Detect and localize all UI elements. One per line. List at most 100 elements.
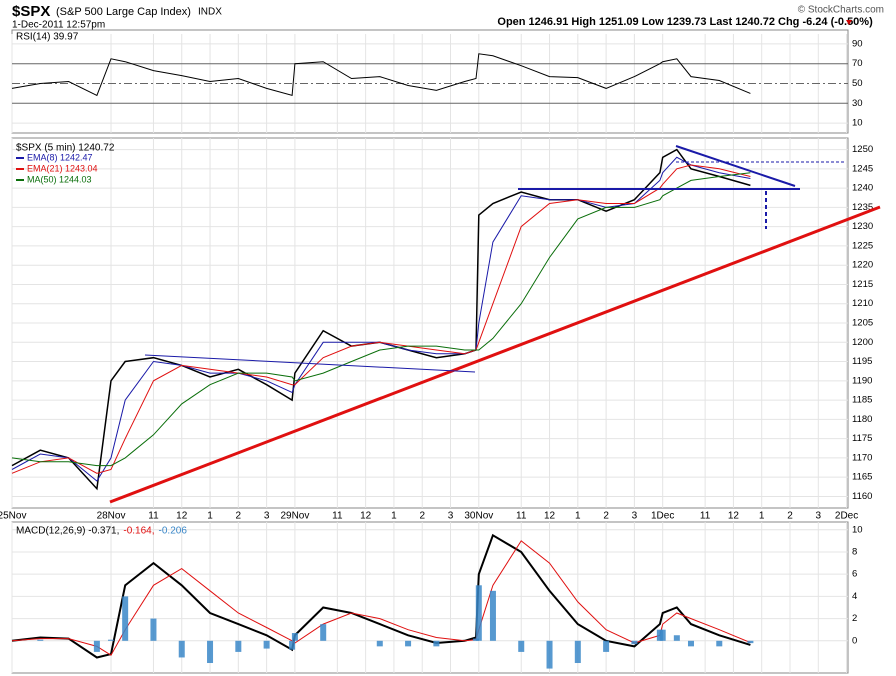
x-tick-label: 25Nov — [0, 511, 26, 522]
x-tick-label: 11 — [332, 511, 343, 522]
x-tick-label: 11 — [700, 511, 711, 522]
histogram-bar — [291, 633, 298, 641]
y-tick-label: 1175 — [852, 433, 872, 444]
x-tick-label: 3 — [632, 511, 638, 522]
x-tick-label: 1Dec — [651, 511, 674, 522]
y-tick-label: 1165 — [852, 472, 872, 483]
histogram-bar — [93, 640, 100, 652]
x-tick-label: 2 — [603, 511, 609, 522]
y-tick-label: 1245 — [852, 163, 873, 174]
legend-label: -0.164, — [123, 526, 154, 537]
histogram-bar — [207, 640, 214, 664]
histogram-bar — [747, 640, 754, 644]
x-tick-label: 11 — [148, 511, 159, 522]
histogram-bar — [518, 640, 525, 652]
x-tick-label: 3 — [816, 511, 822, 522]
histogram-bar — [687, 640, 694, 647]
macd-panel — [11, 521, 849, 674]
series-line — [11, 533, 751, 659]
legend-label: -0.206 — [159, 526, 188, 537]
x-tick-label: 3 — [448, 511, 454, 522]
rsi-legend: RSI(14) 39.97 — [16, 32, 79, 43]
histogram-bar — [376, 640, 383, 647]
histogram-bar — [489, 590, 496, 641]
y-tick-label: 50 — [852, 78, 863, 89]
resistance-line — [675, 145, 796, 187]
y-tick-label: 1220 — [852, 260, 873, 271]
y-tick-label: 1180 — [852, 414, 872, 425]
y-tick-label: 70 — [852, 58, 863, 69]
x-tick-label: 28Nov — [97, 511, 126, 522]
x-tick-label: 2 — [236, 511, 242, 522]
histogram-bar — [178, 640, 185, 658]
trend-line — [109, 205, 881, 504]
y-tick-label: 10 — [852, 118, 863, 129]
histogram-bar — [716, 640, 723, 647]
quote: Open 1246.91 High 1251.09 Low 1239.73 La… — [497, 16, 775, 28]
y-tick-label: 1205 — [852, 318, 873, 329]
histogram-bar — [289, 640, 296, 650]
x-tick-label: 30Nov — [464, 511, 493, 522]
histogram-bar — [631, 640, 638, 645]
legend-label: EMA(21) 1243.04 — [27, 163, 98, 173]
histogram-bar — [673, 635, 680, 641]
x-tick-label: 12 — [360, 511, 372, 522]
histogram-bar — [659, 629, 666, 641]
y-tick-label: 1225 — [852, 240, 873, 251]
y-tick-label: 8 — [852, 546, 857, 557]
histogram-bar — [433, 640, 440, 647]
index-name: (S&P 500 Large Cap Index) — [56, 6, 191, 18]
x-tick-label: 1 — [391, 511, 397, 522]
histogram-bar — [150, 618, 157, 641]
x-tick-label: 3 — [264, 511, 270, 522]
x-tick-label: 11 — [516, 511, 527, 522]
date: 1-Dec-2011 12:57pm — [12, 20, 105, 31]
legend-label: MA(50) 1244.03 — [27, 174, 92, 184]
y-tick-label: 1250 — [852, 144, 873, 155]
credit: © StockCharts.com — [798, 5, 884, 16]
histogram-bar — [37, 639, 44, 641]
histogram-bar — [108, 639, 115, 641]
x-tick-label: 12 — [176, 511, 188, 522]
histogram-bar — [235, 640, 242, 652]
x-tick-label: 1 — [207, 511, 213, 522]
histogram-bar — [263, 640, 270, 649]
legend-label: EMA(8) 1242.47 — [27, 152, 93, 162]
x-tick-label: 2 — [419, 511, 425, 522]
y-tick-label: 1200 — [852, 337, 873, 348]
legend-label: MACD(12,26,9) -0.371, — [16, 526, 119, 537]
histogram-bar — [405, 640, 412, 647]
y-tick-label: 1210 — [852, 298, 873, 309]
y-tick-label: 1185 — [852, 395, 872, 406]
series-line — [11, 53, 751, 97]
annotations — [109, 145, 881, 504]
series-line — [11, 172, 751, 467]
y-tick-label: 0 — [852, 635, 857, 646]
y-tick-label: 90 — [852, 38, 863, 49]
histogram-bar — [475, 585, 482, 641]
y-tick-label: 1190 — [852, 375, 872, 386]
x-tick-label: 2 — [787, 511, 793, 522]
price-legend: $SPX (5 min) 1240.72 — [16, 143, 115, 154]
x-tick-label: 1 — [575, 511, 581, 522]
x-tick-label: 2Dec — [835, 511, 858, 522]
y-tick-label: 30 — [852, 98, 863, 109]
x-tick-label: 1 — [759, 511, 765, 522]
histogram-bar — [122, 596, 129, 641]
down-arrow — [846, 20, 852, 25]
y-tick-label: 1215 — [852, 279, 873, 290]
histogram-bar — [574, 640, 581, 664]
histogram-bar — [320, 624, 327, 641]
change: Chg -6.24 (-0.50%) — [778, 16, 873, 28]
symbol: $SPX — [12, 3, 50, 20]
x-tick-label: 29Nov — [280, 511, 309, 522]
y-tick-label: 10 — [852, 524, 863, 535]
y-tick-label: 4 — [852, 591, 857, 602]
y-tick-label: 1235 — [852, 202, 873, 213]
y-tick-label: 1170 — [852, 452, 872, 463]
y-tick-label: 1195 — [852, 356, 872, 367]
y-tick-label: 1240 — [852, 183, 873, 194]
series-line — [11, 164, 751, 474]
channel-line — [144, 354, 476, 373]
